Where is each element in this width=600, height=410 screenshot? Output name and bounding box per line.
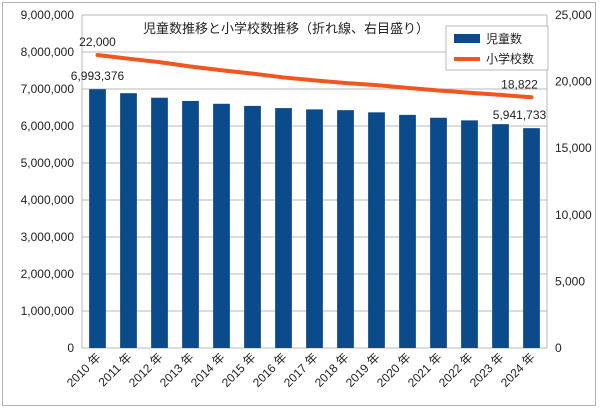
y-right-tick-label: 15,000 — [555, 141, 592, 155]
y-left-tick-label: 3,000,000 — [21, 230, 75, 244]
bar — [461, 120, 478, 348]
bar — [337, 110, 354, 348]
y-right-tick-label: 0 — [555, 341, 562, 355]
y-left-tick-label: 0 — [67, 341, 74, 355]
bar — [492, 124, 509, 349]
data-label: 6,993,376 — [71, 69, 125, 83]
chart-title: 児童数推移と小学校数推移（折れ線、右目盛り） — [143, 21, 429, 36]
y-left-tick-label: 8,000,000 — [21, 45, 75, 59]
data-label: 5,941,733 — [493, 108, 547, 122]
line-series — [95, 52, 534, 100]
data-label: 22,000 — [79, 35, 116, 49]
y-right-tick-label: 20,000 — [555, 75, 592, 89]
bar — [523, 128, 540, 348]
y-left-tick-label: 1,000,000 — [21, 304, 75, 318]
legend-box — [445, 25, 549, 71]
bar — [399, 114, 416, 348]
bar — [306, 109, 323, 349]
bar — [213, 103, 230, 348]
y-right-tick-label: 5,000 — [555, 274, 585, 288]
legend-label: 児童数 — [486, 31, 522, 46]
bar — [151, 97, 168, 349]
y-left-tick-label: 6,000,000 — [21, 119, 75, 133]
y-right-tick-label: 10,000 — [555, 208, 592, 222]
y-left-tick-label: 5,000,000 — [21, 156, 75, 170]
x-tick-label: 2010 年 — [64, 350, 104, 390]
legend-swatch-bar — [454, 34, 480, 43]
bar — [89, 89, 106, 348]
bar — [430, 117, 447, 349]
bar — [275, 108, 292, 348]
bar — [244, 105, 261, 348]
y-right-tick-label: 25,000 — [555, 8, 592, 22]
y-left-tick-label: 9,000,000 — [21, 8, 75, 22]
y-left-tick-label: 4,000,000 — [21, 193, 75, 207]
data-label: 18,822 — [501, 77, 538, 91]
bar — [368, 112, 385, 348]
y-left-tick-label: 2,000,000 — [21, 267, 75, 281]
legend-label: 小学校数 — [486, 51, 534, 66]
bar — [120, 93, 137, 348]
x-tick-label: 2024 年 — [498, 350, 538, 390]
y-left-tick-label: 7,000,000 — [21, 82, 75, 96]
bar — [182, 100, 199, 349]
